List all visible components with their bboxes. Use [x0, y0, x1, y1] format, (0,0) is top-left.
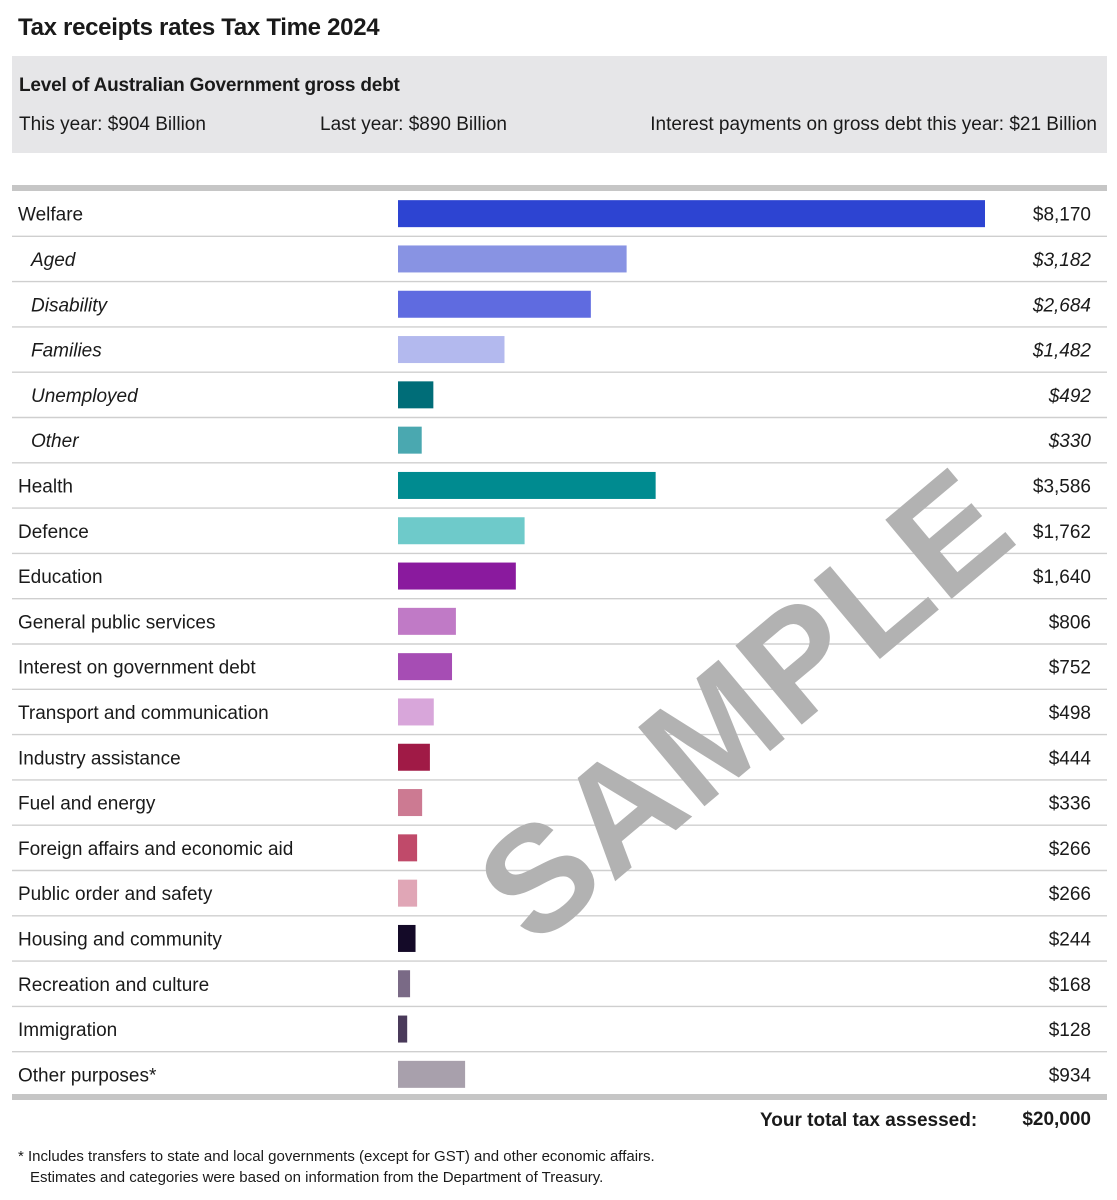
- bar: [398, 924, 416, 952]
- footnote-line-2: Estimates and categories were based on i…: [30, 1169, 604, 1186]
- value-label: $498: [1049, 703, 1091, 724]
- table-bottom-rule: [12, 1094, 1107, 1100]
- bar: [398, 381, 434, 409]
- category-label: Defence: [18, 522, 89, 543]
- debt-interest: Interest payments on gross debt this yea…: [650, 114, 1097, 135]
- bar: [398, 789, 423, 817]
- category-label: Unemployed: [31, 386, 139, 407]
- value-label: $266: [1049, 884, 1091, 905]
- debt-summary-panel: Level of Australian Government gross deb…: [12, 56, 1107, 153]
- value-label: $934: [1049, 1065, 1092, 1086]
- total-value: $20,000: [1022, 1109, 1091, 1130]
- value-label: $806: [1049, 612, 1091, 633]
- category-label: General public services: [18, 612, 215, 633]
- category-label: Interest on government debt: [18, 658, 256, 679]
- category-label: Families: [31, 341, 102, 362]
- bar: [398, 245, 627, 273]
- category-label: Transport and communication: [18, 703, 269, 724]
- bar: [398, 1015, 408, 1043]
- footnote-line-1: * Includes transfers to state and local …: [18, 1148, 655, 1165]
- category-label: Aged: [30, 250, 77, 271]
- debt-this-year: This year: $904 Billion: [19, 114, 206, 135]
- category-label: Housing and community: [18, 929, 222, 950]
- category-label: Recreation and culture: [18, 975, 209, 996]
- bar: [398, 336, 505, 364]
- spending-bar-chart: Welfare $8,170 Aged $3,182 Disability $2,684 F…: [12, 200, 1107, 1088]
- value-label: $444: [1049, 748, 1092, 769]
- category-label: Welfare: [18, 205, 83, 226]
- category-label: Fuel and energy: [18, 794, 156, 815]
- value-label: $330: [1048, 431, 1092, 452]
- debt-heading: Level of Australian Government gross deb…: [19, 75, 400, 96]
- value-label: $3,182: [1032, 250, 1092, 271]
- bar: [398, 290, 591, 318]
- category-label: Immigration: [18, 1020, 117, 1041]
- value-label: $336: [1049, 794, 1091, 815]
- value-label: $8,170: [1033, 205, 1091, 226]
- value-label: $168: [1049, 975, 1091, 996]
- value-label: $244: [1049, 929, 1092, 950]
- value-label: $2,684: [1032, 295, 1091, 316]
- category-label: Other: [31, 431, 79, 452]
- bar: [398, 607, 456, 635]
- category-label: Industry assistance: [18, 748, 181, 769]
- category-label: Disability: [31, 295, 109, 316]
- bar: [398, 879, 418, 907]
- bar: [398, 698, 434, 726]
- category-label: Other purposes*: [18, 1065, 157, 1086]
- value-label: $752: [1049, 658, 1091, 679]
- value-label: $3,586: [1033, 476, 1091, 497]
- bar: [398, 653, 453, 681]
- bar: [398, 562, 516, 590]
- value-label: $1,640: [1033, 567, 1091, 588]
- category-label: Public order and safety: [18, 884, 213, 905]
- category-label: Health: [18, 476, 73, 497]
- value-label: $1,482: [1032, 341, 1092, 362]
- debt-last-year: Last year: $890 Billion: [320, 114, 507, 135]
- bar: [398, 426, 422, 454]
- total-label: Your total tax assessed:: [760, 1110, 978, 1131]
- bar: [398, 970, 411, 998]
- value-label: $1,762: [1033, 522, 1091, 543]
- value-label: $492: [1048, 386, 1092, 407]
- bar: [398, 517, 525, 545]
- page-title: Tax receipts rates Tax Time 2024: [18, 14, 380, 41]
- bar: [398, 471, 656, 499]
- category-label: Education: [18, 567, 103, 588]
- bar: [398, 1060, 466, 1088]
- bar: [398, 200, 985, 228]
- category-label: Foreign affairs and economic aid: [18, 839, 293, 860]
- bar: [398, 834, 418, 862]
- value-label: $266: [1049, 839, 1091, 860]
- bar: [398, 743, 430, 771]
- table-top-rule: [12, 185, 1107, 191]
- value-label: $128: [1049, 1020, 1091, 1041]
- footnote: * Includes transfers to state and local …: [18, 1146, 655, 1188]
